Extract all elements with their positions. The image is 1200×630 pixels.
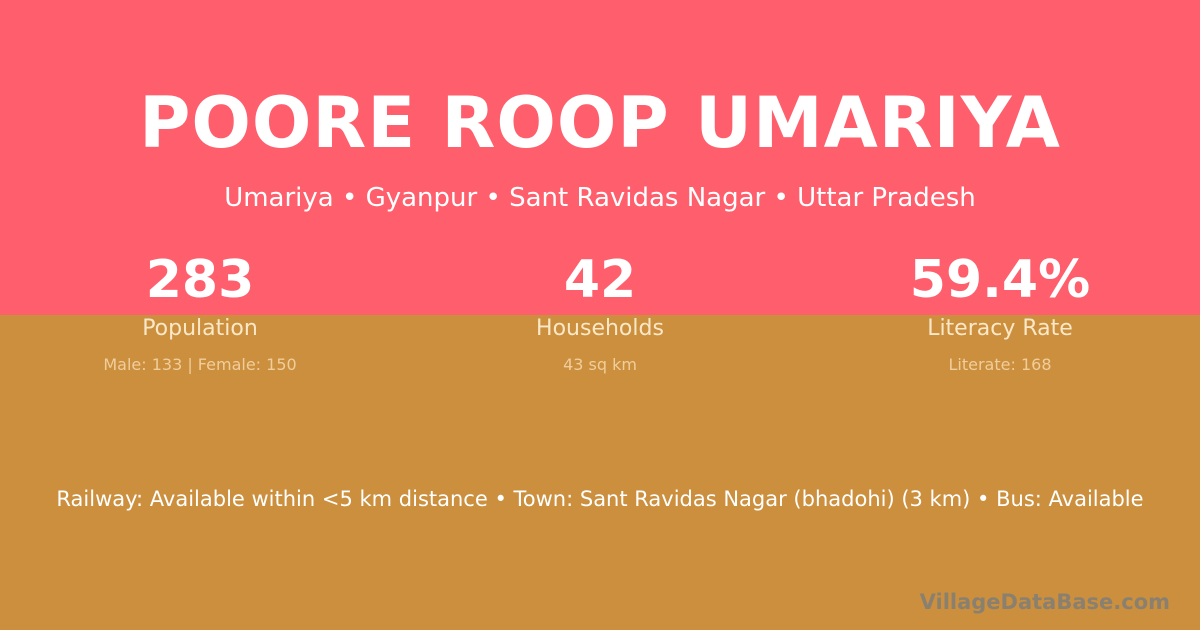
population-value: 283	[145, 250, 255, 310]
village-title: POORE ROOP UMARIYA	[139, 82, 1061, 164]
connectivity-info: Railway: Available within <5 km distance…	[56, 487, 1144, 511]
households-label: Households	[536, 316, 664, 341]
header-band	[0, 0, 1200, 315]
literacy-label: Literacy Rate	[927, 316, 1073, 341]
literacy-value: 59.4%	[909, 250, 1091, 310]
watermark: VillageDataBase.com	[919, 590, 1170, 614]
households-detail: 43 sq km	[563, 355, 637, 374]
literacy-detail: Literate: 168	[948, 355, 1052, 374]
population-detail: Male: 133 | Female: 150	[103, 355, 297, 374]
population-label: Population	[142, 316, 258, 341]
households-value: 42	[563, 250, 637, 310]
location-subtitle: Umariya • Gyanpur • Sant Ravidas Nagar •…	[224, 183, 976, 213]
